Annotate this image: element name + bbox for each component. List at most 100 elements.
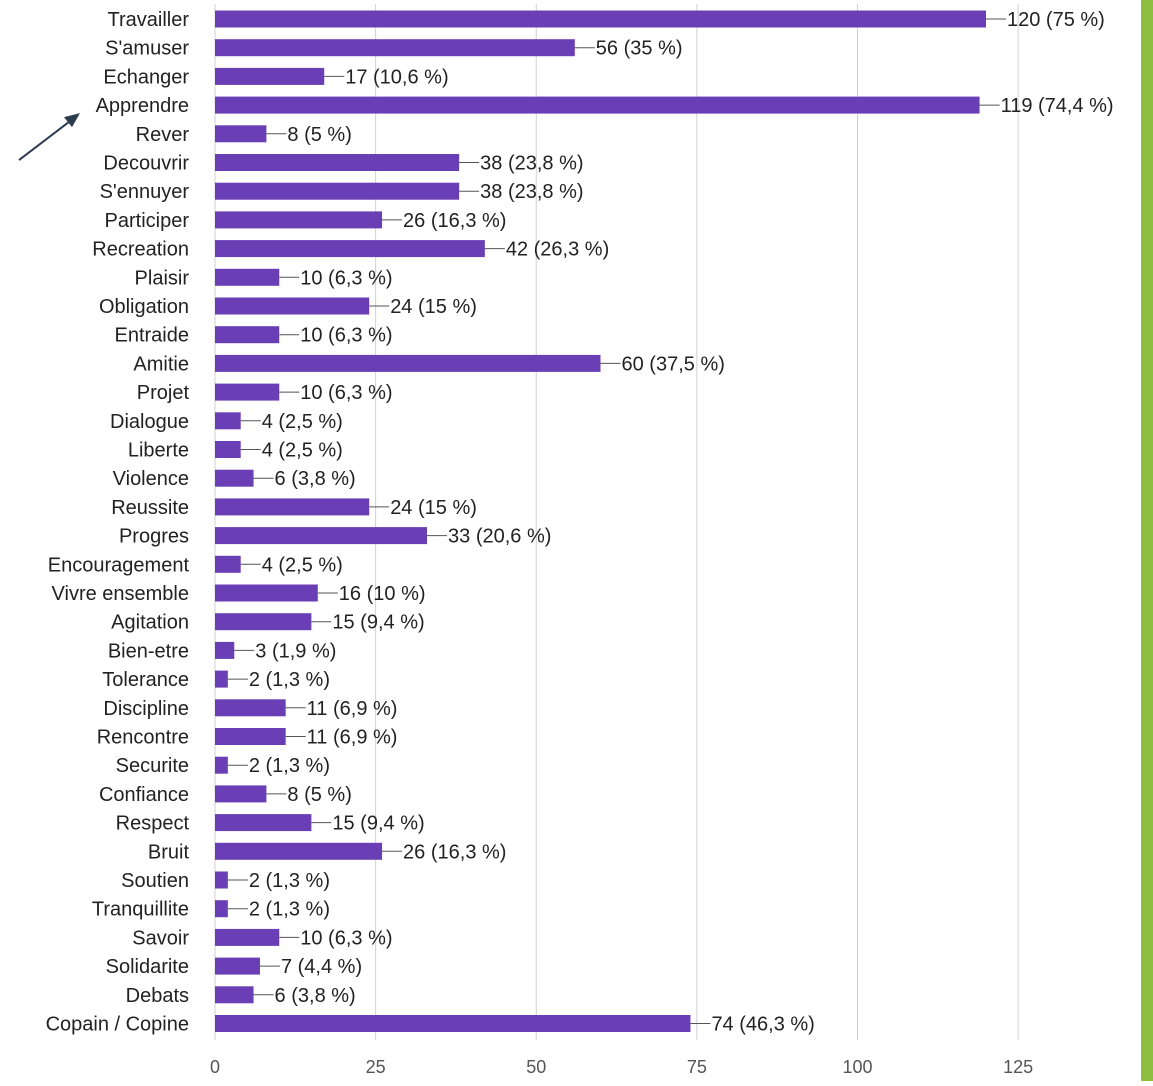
annotation-arrow-head	[64, 113, 80, 128]
bar	[215, 268, 280, 286]
category-label: Vivre ensemble	[52, 583, 189, 605]
bar	[215, 785, 267, 803]
bar	[215, 871, 228, 889]
bar	[215, 699, 286, 717]
bar	[215, 641, 235, 659]
category-label: Projet	[137, 382, 190, 404]
value-label: 24 (15 %)	[390, 497, 477, 519]
bar	[215, 1015, 691, 1032]
value-label: 74 (46,3 %)	[711, 1014, 814, 1036]
category-label: Discipline	[103, 698, 189, 720]
bar	[215, 383, 280, 401]
bar	[215, 326, 280, 344]
bar	[215, 125, 267, 143]
value-label: 10 (6,3 %)	[300, 927, 392, 949]
value-label: 4 (2,5 %)	[262, 411, 343, 433]
annotation-layer	[18, 113, 80, 161]
category-label: Debats	[126, 985, 189, 1007]
bar	[215, 240, 485, 258]
x-tick-label: 25	[366, 1057, 386, 1077]
bar	[215, 555, 241, 573]
bar	[215, 39, 575, 57]
value-label: 8 (5 %)	[287, 124, 351, 146]
bar	[215, 728, 286, 745]
bar	[215, 900, 228, 918]
bar	[215, 469, 254, 487]
value-label: 10 (6,3 %)	[300, 325, 392, 347]
value-label: 2 (1,3 %)	[249, 870, 330, 892]
value-label: 2 (1,3 %)	[249, 755, 330, 777]
value-label: 38 (23,8 %)	[480, 153, 583, 175]
category-label: Tranquillite	[92, 899, 189, 921]
bar	[215, 527, 428, 545]
category-label: Bien-etre	[108, 640, 189, 662]
bar	[215, 957, 260, 975]
bar-layer	[215, 10, 986, 1032]
category-label: Respect	[116, 813, 190, 835]
value-label: 10 (6,3 %)	[300, 267, 392, 289]
category-label: Plaisir	[135, 267, 190, 289]
category-label: Amitie	[133, 353, 189, 375]
value-label: 7 (4,4 %)	[281, 956, 362, 978]
category-label: S'ennuyer	[100, 181, 190, 203]
category-label: Obligation	[99, 296, 189, 318]
bar	[215, 613, 312, 631]
value-label: 17 (10,6 %)	[345, 66, 448, 88]
bar	[215, 584, 318, 602]
value-label: 26 (16,3 %)	[403, 841, 506, 863]
category-label: Copain / Copine	[46, 1014, 189, 1036]
value-label: 56 (35 %)	[596, 38, 683, 60]
value-label: 4 (2,5 %)	[262, 554, 343, 576]
category-label: Reussite	[111, 497, 189, 519]
value-label: 120 (75 %)	[1007, 9, 1105, 31]
bar	[215, 182, 460, 200]
category-label: Agitation	[111, 612, 189, 634]
bar	[215, 498, 370, 516]
category-label: Solidarite	[106, 956, 189, 978]
bar	[215, 842, 383, 860]
value-label: 8 (5 %)	[287, 784, 351, 806]
bar	[215, 412, 241, 430]
category-label: Entraide	[115, 325, 190, 347]
bar	[215, 986, 254, 1004]
category-label: Apprendre	[96, 95, 189, 117]
value-label: 15 (9,4 %)	[332, 813, 424, 835]
bar	[215, 96, 980, 114]
category-label: Recreation	[92, 239, 189, 261]
value-label: 6 (3,8 %)	[275, 468, 356, 490]
category-label: Travailler	[108, 9, 190, 31]
category-label: Decouvrir	[103, 153, 189, 175]
annotation-arrow-shaft	[18, 117, 75, 161]
value-label: 10 (6,3 %)	[300, 382, 392, 404]
category-label: S'amuser	[105, 38, 189, 60]
category-label: Bruit	[148, 841, 190, 863]
value-label: 119 (74,4 %)	[1001, 95, 1114, 117]
category-label: Rencontre	[97, 727, 189, 749]
category-label: Violence	[113, 468, 189, 490]
category-label: Securite	[116, 755, 189, 777]
value-label: 33 (20,6 %)	[448, 526, 551, 548]
category-label: Progres	[119, 526, 189, 548]
value-label: 60 (37,5 %)	[622, 353, 725, 375]
value-label: 38 (23,8 %)	[480, 181, 583, 203]
grid-layer	[214, 4, 1019, 1040]
category-label: Confiance	[99, 784, 189, 806]
category-label: Liberte	[128, 440, 189, 462]
value-label: 6 (3,8 %)	[275, 985, 356, 1007]
value-label: 26 (16,3 %)	[403, 210, 506, 232]
x-tick-label: 0	[210, 1057, 220, 1077]
bar	[215, 211, 383, 229]
x-tick-label: 125	[1003, 1057, 1033, 1077]
x-tick-label: 100	[842, 1057, 872, 1077]
value-label: 24 (15 %)	[390, 296, 477, 318]
bar	[215, 10, 986, 28]
bar	[215, 441, 241, 458]
category-label: Participer	[105, 210, 190, 232]
category-label: Encouragement	[48, 554, 190, 576]
bar	[215, 670, 228, 688]
category-label: Soutien	[121, 870, 189, 892]
value-label: 42 (26,3 %)	[506, 239, 609, 261]
bar	[215, 928, 280, 946]
value-label: 16 (10 %)	[339, 583, 426, 605]
